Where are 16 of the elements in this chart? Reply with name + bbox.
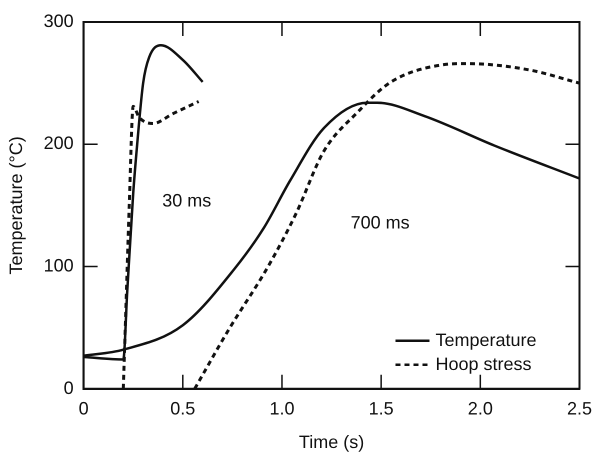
y-tick-label: 300	[44, 10, 74, 31]
x-tick-label: 0.5	[170, 398, 196, 419]
y-tick-label: 200	[44, 133, 74, 154]
annotation: 30 ms	[162, 190, 212, 211]
x-tick-label: 2.0	[468, 398, 493, 419]
legend-label: Temperature	[435, 330, 537, 350]
x-axis-title: Time (s)	[298, 432, 364, 452]
legend-label: Hoop stress	[435, 354, 532, 374]
y-tick-label: 0	[64, 378, 74, 398]
x-tick-label: 1.5	[368, 398, 394, 419]
y-tick-label: 100	[44, 256, 74, 276]
x-tick-label: 2.5	[566, 398, 592, 419]
x-tick-label: 1.0	[269, 398, 294, 419]
x-tick-label: 0	[78, 398, 89, 419]
y-axis-title: Temperature (°C)	[6, 136, 26, 275]
annotation: 700 ms	[350, 212, 410, 233]
